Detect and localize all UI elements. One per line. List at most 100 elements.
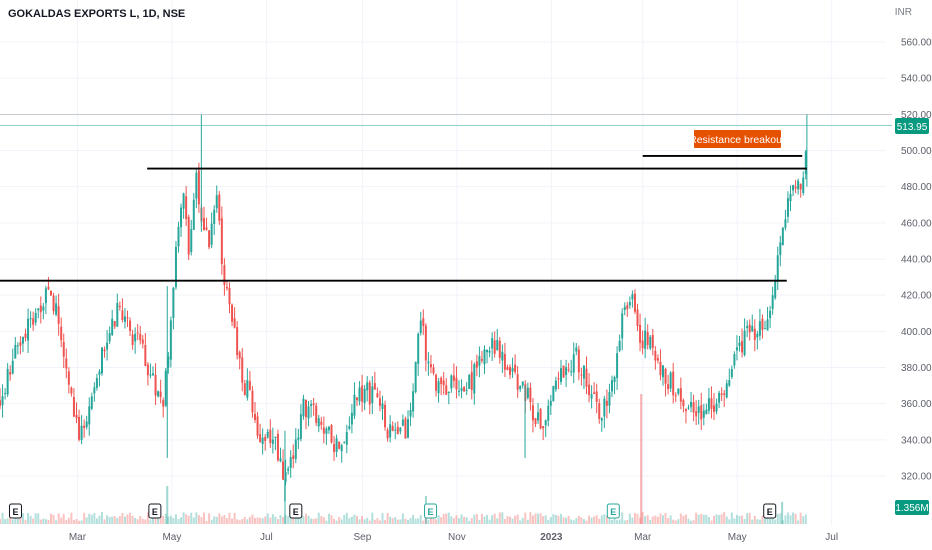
- volume-bar: [0, 518, 1, 524]
- candle-body: [779, 242, 782, 256]
- last-price-label[interactable]: 513.95: [895, 118, 929, 134]
- volume-bar: [577, 515, 580, 524]
- volume-bar: [391, 518, 394, 524]
- earnings-badge: [763, 503, 777, 519]
- candle-body: [185, 196, 188, 220]
- volume-bar: [529, 512, 532, 524]
- candle-body: [233, 318, 236, 328]
- volume-bar: [588, 515, 591, 524]
- candle-body: [241, 357, 244, 383]
- volume-bar: [292, 518, 295, 524]
- volume-bar: [108, 517, 111, 524]
- volume-bar: [261, 518, 264, 524]
- volume-bar: [450, 516, 453, 524]
- candle-body: [407, 419, 409, 438]
- candle-body: [470, 372, 473, 390]
- volume-bar: [662, 515, 664, 524]
- volume-bar: [384, 520, 387, 524]
- price-axis[interactable]: 320.00 340.00 360.00 380.00 400.00 420.00 440.…: [901, 38, 932, 483]
- earnings-marker[interactable]: E: [148, 503, 162, 519]
- volume-bar: [39, 519, 42, 524]
- volume-bar: [628, 513, 631, 524]
- volume-bar: [491, 515, 494, 524]
- earnings-marker[interactable]: E: [606, 503, 620, 519]
- volume-bar: [376, 518, 379, 524]
- candle-body: [134, 333, 137, 342]
- volume-bar: [231, 518, 234, 524]
- candle-body: [422, 318, 425, 326]
- candle-body: [621, 313, 624, 339]
- earnings-marker[interactable]: E: [763, 503, 777, 519]
- candle-body: [618, 340, 621, 351]
- volume-bar: [348, 518, 351, 524]
- y-tick-label: 520.00: [901, 110, 932, 121]
- x-tick-label: 2023: [540, 532, 563, 543]
- candle-body: [733, 353, 736, 366]
- earnings-letter: E: [12, 507, 18, 517]
- candle-body: [728, 380, 731, 386]
- volume-bar: [764, 514, 766, 524]
- candle-body: [146, 364, 149, 376]
- volume-bar: [70, 512, 73, 524]
- earnings-letter: E: [610, 507, 616, 517]
- volume-bar: [315, 518, 318, 524]
- earnings-marker[interactable]: E: [424, 503, 438, 519]
- volume-bar: [187, 515, 190, 524]
- candle-body: [305, 399, 307, 418]
- symbol-title[interactable]: GOKALDAS EXPORTS L, 1D, NSE: [8, 8, 186, 20]
- volume-bar: [141, 518, 144, 524]
- volume-bar: [50, 513, 52, 524]
- candle-body: [271, 439, 274, 444]
- volume-bar: [259, 517, 262, 524]
- candle-body: [205, 227, 208, 230]
- volume-bar: [55, 520, 58, 524]
- candle-body: [440, 377, 443, 385]
- volume-bar: [192, 517, 195, 524]
- volume-bar: [503, 519, 506, 524]
- time-axis[interactable]: Mar May Jul Sep Nov 2023 Mar May Jul: [69, 532, 838, 543]
- candle-body: [113, 321, 116, 327]
- volume-bar: [636, 513, 639, 524]
- earnings-marker[interactable]: E: [8, 503, 22, 519]
- annotation-label[interactable]: Resistance breakout: [689, 130, 785, 148]
- candle-body: [404, 418, 407, 439]
- volume-bar: [470, 518, 473, 524]
- volume-bar: [338, 516, 341, 524]
- volume-bar: [641, 512, 644, 524]
- volume-bar: [511, 518, 514, 524]
- x-tick-label: May: [728, 532, 747, 543]
- volume-bar: [771, 518, 774, 524]
- candle-body: [753, 328, 756, 340]
- volume-bar: [565, 517, 568, 524]
- earnings-marker[interactable]: E: [289, 503, 303, 519]
- volume-value-label[interactable]: 1.356M: [895, 500, 929, 515]
- volume-bar: [435, 519, 438, 524]
- candle-body: [284, 472, 287, 482]
- volume-bar: [804, 514, 807, 524]
- candle-body: [496, 340, 499, 351]
- candle-body: [646, 332, 649, 345]
- resistance-levels[interactable]: [0, 155, 807, 282]
- candle-body: [330, 425, 333, 443]
- volume-bar: [458, 518, 460, 524]
- volume-bar: [16, 518, 19, 524]
- candle-body: [463, 386, 466, 392]
- candle-body: [386, 429, 389, 439]
- volume-bar: [274, 516, 277, 524]
- volume-bar: [238, 520, 241, 524]
- volume-bar: [185, 514, 188, 524]
- candle-body: [136, 332, 139, 334]
- volume-bar: [197, 515, 200, 524]
- volume-bar: [713, 515, 715, 524]
- volume-bar: [345, 512, 348, 524]
- volume-bar: [424, 517, 427, 524]
- volume-bar: [139, 515, 142, 524]
- candle-body: [70, 387, 73, 394]
- candle-body: [651, 335, 654, 348]
- candle-body: [598, 403, 601, 419]
- candle-body: [600, 418, 603, 421]
- candle-body: [628, 302, 631, 306]
- candle-body: [376, 393, 379, 398]
